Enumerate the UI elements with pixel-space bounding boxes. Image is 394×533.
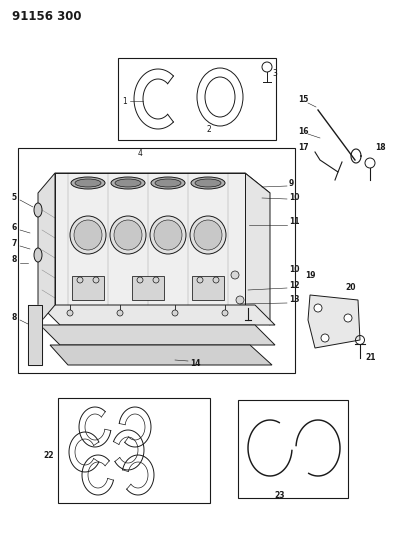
Text: 10: 10	[289, 265, 299, 274]
Polygon shape	[50, 345, 272, 365]
Circle shape	[344, 314, 352, 322]
Circle shape	[321, 334, 329, 342]
Bar	[18, 148, 295, 373]
Text: 18: 18	[375, 142, 386, 151]
Polygon shape	[245, 173, 270, 325]
Text: 5: 5	[11, 193, 17, 203]
Polygon shape	[308, 295, 360, 348]
Text: 10: 10	[289, 192, 299, 201]
Text: 21: 21	[365, 353, 375, 362]
Polygon shape	[38, 173, 55, 325]
Ellipse shape	[75, 179, 101, 187]
Polygon shape	[40, 305, 275, 325]
Text: 22: 22	[43, 450, 54, 459]
Ellipse shape	[150, 216, 186, 254]
Circle shape	[236, 296, 244, 304]
Text: 2: 2	[206, 125, 211, 133]
Bar	[132, 276, 164, 300]
Polygon shape	[40, 325, 275, 345]
Text: 16: 16	[298, 127, 309, 136]
Ellipse shape	[194, 220, 222, 250]
Circle shape	[222, 310, 228, 316]
Text: 12: 12	[289, 280, 299, 289]
Text: 6: 6	[11, 223, 17, 232]
Circle shape	[117, 310, 123, 316]
Text: 15: 15	[298, 95, 309, 104]
Circle shape	[314, 304, 322, 312]
Ellipse shape	[111, 177, 145, 189]
Circle shape	[172, 310, 178, 316]
Polygon shape	[28, 305, 42, 365]
Ellipse shape	[114, 220, 142, 250]
Bar	[238, 400, 348, 498]
Ellipse shape	[190, 216, 226, 254]
Ellipse shape	[151, 177, 185, 189]
Ellipse shape	[74, 220, 102, 250]
Ellipse shape	[195, 179, 221, 187]
Bar	[58, 398, 210, 503]
Ellipse shape	[110, 216, 146, 254]
Text: 8: 8	[11, 313, 17, 322]
Text: 3: 3	[272, 69, 277, 77]
Text: 20: 20	[345, 284, 355, 293]
Ellipse shape	[70, 216, 106, 254]
Polygon shape	[55, 173, 270, 193]
Text: 11: 11	[289, 217, 299, 227]
Ellipse shape	[191, 177, 225, 189]
Text: 7: 7	[11, 239, 17, 248]
Bar	[192, 276, 224, 300]
Text: 91156 300: 91156 300	[12, 10, 82, 23]
Ellipse shape	[155, 179, 181, 187]
Ellipse shape	[34, 248, 42, 262]
Ellipse shape	[154, 220, 182, 250]
Text: 14: 14	[190, 359, 201, 367]
Circle shape	[231, 271, 239, 279]
Text: 23: 23	[275, 491, 285, 500]
Text: 9: 9	[289, 180, 294, 189]
Ellipse shape	[115, 179, 141, 187]
Text: 19: 19	[305, 271, 316, 279]
Bar	[72, 276, 104, 300]
Ellipse shape	[34, 203, 42, 217]
Text: 1: 1	[122, 96, 127, 106]
Text: 4: 4	[138, 149, 143, 157]
Text: 13: 13	[289, 295, 299, 304]
Text: 8: 8	[11, 255, 17, 264]
Ellipse shape	[71, 177, 105, 189]
Text: 17: 17	[298, 143, 309, 152]
Circle shape	[67, 310, 73, 316]
Polygon shape	[55, 173, 245, 305]
Bar	[118, 58, 276, 140]
